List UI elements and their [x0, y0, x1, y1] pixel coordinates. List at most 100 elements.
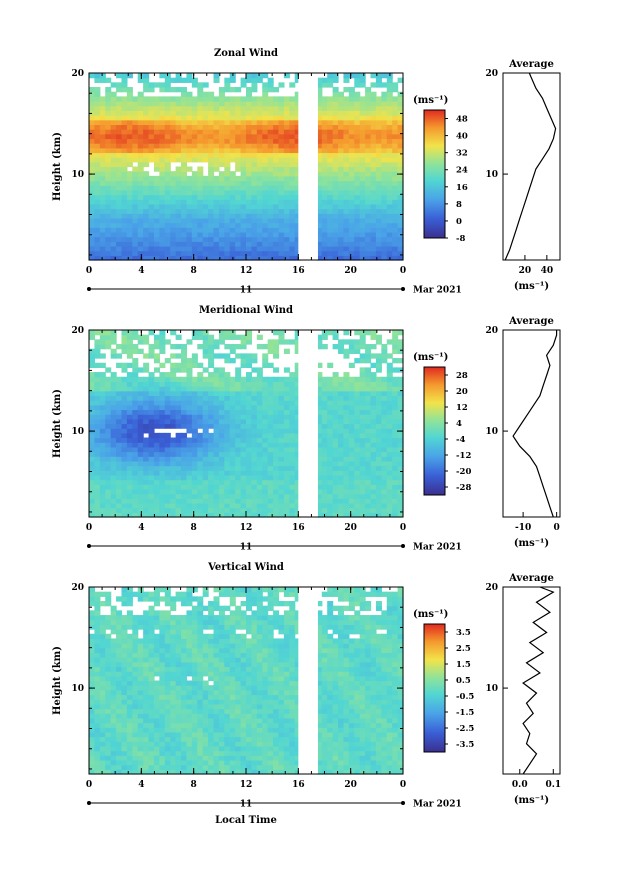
heatmap-cell: [381, 489, 387, 494]
heatmap-cell: [278, 381, 284, 386]
heatmap-cell: [149, 713, 155, 718]
heatmap-cell: [268, 489, 274, 494]
heatmap-cell: [181, 148, 187, 153]
heatmap-cell: [121, 652, 127, 657]
heatmap-cell: [246, 115, 252, 120]
heatmap-cell: [105, 148, 111, 153]
heatmap-cell: [289, 82, 295, 87]
heatmap-cell: [278, 120, 284, 125]
heatmap-cell: [138, 129, 144, 134]
heatmap-cell: [149, 82, 155, 87]
heatmap-cell: [132, 96, 138, 101]
heatmap-cell: [154, 167, 160, 172]
heatmap-cell: [116, 503, 122, 508]
heatmap-cell: [197, 96, 203, 101]
heatmap-cell: [154, 732, 160, 737]
heatmap-cell: [165, 199, 171, 204]
heatmap-cell: [208, 96, 214, 101]
heatmap-cell: [214, 503, 220, 508]
heatmap-cell: [262, 498, 268, 503]
heatmap-cell: [224, 199, 230, 204]
heatmap-cell: [327, 470, 333, 475]
heatmap-cell: [360, 223, 366, 228]
heatmap-cell: [230, 218, 236, 223]
heatmap-cell: [278, 405, 284, 410]
heatmap-cell: [165, 681, 171, 686]
heatmap-cell: [338, 424, 344, 429]
heatmap-cell: [381, 204, 387, 209]
heatmap-cell: [149, 508, 155, 513]
heatmap-cell: [116, 456, 122, 461]
heatmap-cell: [181, 709, 187, 714]
heatmap-cell: [149, 218, 155, 223]
heatmap-cell: [197, 372, 203, 377]
heatmap-cell: [149, 424, 155, 429]
heatmap-cell: [94, 438, 100, 443]
heatmap-cell: [165, 596, 171, 601]
average-y-tick-label: 10: [485, 170, 498, 180]
heatmap-cell: [121, 115, 127, 120]
heatmap-cell: [262, 447, 268, 452]
heatmap-cell: [289, 438, 295, 443]
heatmap-cell: [349, 195, 355, 200]
heatmap-cell: [127, 185, 133, 190]
heatmap-cell: [327, 498, 333, 503]
heatmap-cell: [94, 638, 100, 643]
heatmap-cell: [186, 498, 192, 503]
heatmap-cell: [338, 489, 344, 494]
heatmap-cell: [333, 251, 339, 256]
heatmap-cell: [165, 638, 171, 643]
heatmap-cell: [392, 377, 398, 382]
heatmap-cell: [241, 414, 247, 419]
heatmap-cell: [143, 676, 149, 681]
heatmap-cell: [100, 666, 106, 671]
heatmap-cell: [100, 438, 106, 443]
heatmap-cell: [105, 648, 111, 653]
heatmap-cell: [94, 241, 100, 246]
heatmap-cell: [327, 199, 333, 204]
heatmap-cell: [170, 456, 176, 461]
heatmap-cell: [165, 676, 171, 681]
heatmap-cell: [186, 681, 192, 686]
heatmap-cell: [127, 120, 133, 125]
heatmap-cell: [268, 349, 274, 354]
heatmap-cell: [197, 498, 203, 503]
heatmap-cell: [165, 218, 171, 223]
heatmap-cell: [149, 755, 155, 760]
heatmap-cell: [100, 171, 106, 176]
heatmap-cell: [381, 353, 387, 358]
heatmap-cell: [262, 176, 268, 181]
heatmap-cell: [257, 78, 263, 83]
heatmap-cell: [105, 377, 111, 382]
heatmap-cell: [143, 498, 149, 503]
heatmap-cell: [94, 601, 100, 606]
heatmap-cell: [365, 470, 371, 475]
heatmap-cell: [127, 92, 133, 97]
heatmap-cell: [360, 461, 366, 466]
heatmap-cell: [192, 466, 198, 471]
heatmap-cell: [230, 204, 236, 209]
heatmap-cell: [154, 106, 160, 111]
heatmap-cell: [94, 624, 100, 629]
heatmap-cell: [127, 209, 133, 214]
heatmap-cell: [127, 232, 133, 237]
heatmap-cell: [360, 395, 366, 400]
heatmap-cell: [262, 148, 268, 153]
heatmap-cell: [371, 503, 377, 508]
heatmap-cell: [343, 400, 349, 405]
heatmap-cell: [343, 237, 349, 242]
heatmap-cell: [159, 171, 165, 176]
heatmap-cell: [143, 741, 149, 746]
heatmap-cell: [219, 461, 225, 466]
heatmap-cell: [284, 452, 290, 457]
heatmap-cell: [284, 498, 290, 503]
heatmap-cell: [235, 223, 241, 228]
heatmap-cell: [111, 652, 117, 657]
heatmap-cell: [392, 489, 398, 494]
heatmap-cell: [192, 190, 198, 195]
heatmap-cell: [111, 606, 117, 611]
heatmap-cell: [105, 251, 111, 256]
heatmap-cell: [203, 335, 209, 340]
heatmap-cell: [176, 638, 182, 643]
heatmap-cell: [138, 723, 144, 728]
